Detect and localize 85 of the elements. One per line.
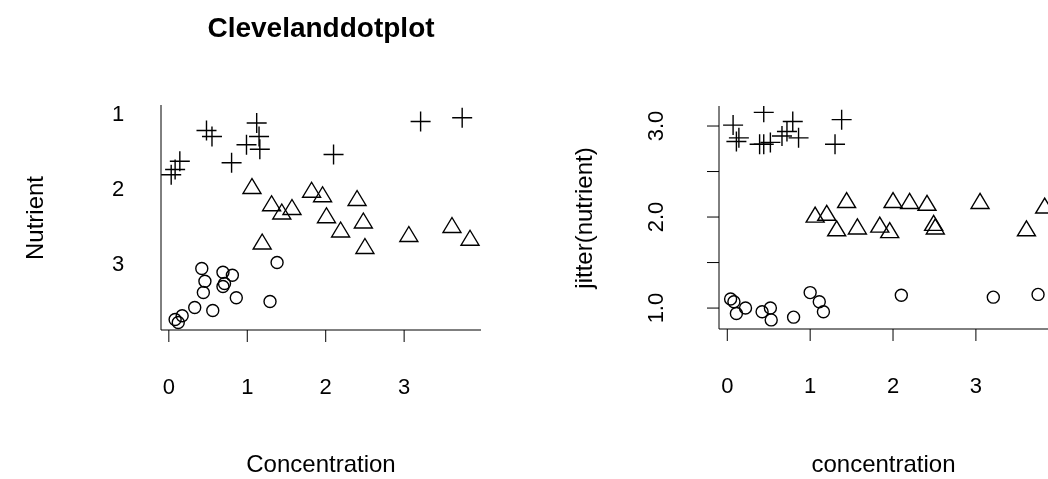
point bbox=[165, 159, 186, 180]
point bbox=[330, 221, 351, 238]
point bbox=[776, 121, 797, 142]
point bbox=[917, 194, 937, 211]
point bbox=[723, 292, 738, 306]
x-tick-label: 1 bbox=[241, 374, 254, 399]
point bbox=[870, 216, 890, 233]
point bbox=[460, 229, 480, 246]
point bbox=[727, 294, 741, 309]
point bbox=[242, 177, 262, 195]
point bbox=[1016, 220, 1037, 237]
point bbox=[206, 303, 220, 318]
point bbox=[847, 218, 868, 235]
point bbox=[771, 126, 792, 147]
x-tick-label: 1 bbox=[804, 373, 817, 398]
point bbox=[1031, 287, 1045, 302]
point bbox=[399, 225, 419, 243]
x-tick-label: 0 bbox=[721, 373, 734, 398]
x-tick-label: 2 bbox=[886, 373, 900, 398]
point bbox=[175, 309, 189, 323]
point bbox=[883, 191, 903, 209]
point bbox=[894, 288, 909, 303]
x-axis-title: Concentration bbox=[245, 450, 397, 478]
point bbox=[201, 126, 222, 147]
point bbox=[755, 305, 769, 319]
point bbox=[970, 192, 990, 210]
point bbox=[261, 195, 282, 212]
point bbox=[880, 221, 900, 239]
point bbox=[925, 218, 945, 235]
point bbox=[252, 233, 272, 250]
point bbox=[249, 139, 270, 160]
y-tick-label: 1.0 bbox=[643, 292, 668, 324]
point bbox=[353, 212, 374, 229]
point bbox=[225, 268, 240, 282]
point bbox=[764, 313, 778, 327]
point bbox=[301, 181, 322, 198]
x-tick-label: 3 bbox=[398, 374, 411, 399]
point bbox=[316, 207, 337, 224]
point bbox=[786, 310, 801, 324]
y-tick-label: 2.0 bbox=[643, 201, 668, 233]
point bbox=[188, 300, 202, 315]
point bbox=[312, 186, 333, 203]
point bbox=[263, 294, 277, 309]
point bbox=[196, 285, 211, 300]
point bbox=[986, 290, 1001, 304]
y-axis-title: jitter(nutrient) bbox=[570, 145, 598, 292]
y-tick-label: 3.0 bbox=[643, 110, 668, 142]
x-tick-label: 3 bbox=[969, 373, 983, 398]
point bbox=[825, 134, 846, 155]
point bbox=[723, 115, 744, 136]
x-axis-title: concentration bbox=[810, 450, 957, 478]
point bbox=[817, 204, 837, 222]
point bbox=[812, 294, 826, 309]
point bbox=[788, 127, 809, 148]
point bbox=[282, 198, 302, 216]
point bbox=[195, 261, 209, 276]
y-tick-label: 1 bbox=[111, 100, 125, 126]
point bbox=[169, 151, 190, 172]
point bbox=[270, 255, 284, 270]
chart-title: Clevelanddotplot bbox=[206, 12, 436, 44]
point bbox=[836, 191, 857, 209]
y-axis-title: Nutrient bbox=[21, 174, 49, 262]
point bbox=[452, 107, 473, 128]
point bbox=[198, 274, 212, 288]
point bbox=[899, 192, 920, 210]
point bbox=[803, 285, 817, 300]
y-tick-label: 2 bbox=[111, 175, 125, 201]
point bbox=[816, 305, 831, 319]
x-tick-label: 2 bbox=[319, 374, 332, 399]
point bbox=[442, 216, 462, 234]
point bbox=[763, 301, 778, 315]
point bbox=[246, 113, 267, 133]
point bbox=[347, 189, 367, 207]
point bbox=[826, 220, 847, 237]
point bbox=[738, 301, 753, 315]
point bbox=[355, 237, 375, 255]
point bbox=[229, 291, 243, 305]
point bbox=[729, 306, 744, 321]
point bbox=[272, 203, 292, 220]
point bbox=[805, 206, 825, 223]
point bbox=[161, 164, 182, 185]
y-tick-label: 3 bbox=[111, 250, 125, 276]
point bbox=[216, 265, 230, 279]
x-tick-label: 0 bbox=[162, 374, 175, 399]
point bbox=[923, 214, 944, 232]
